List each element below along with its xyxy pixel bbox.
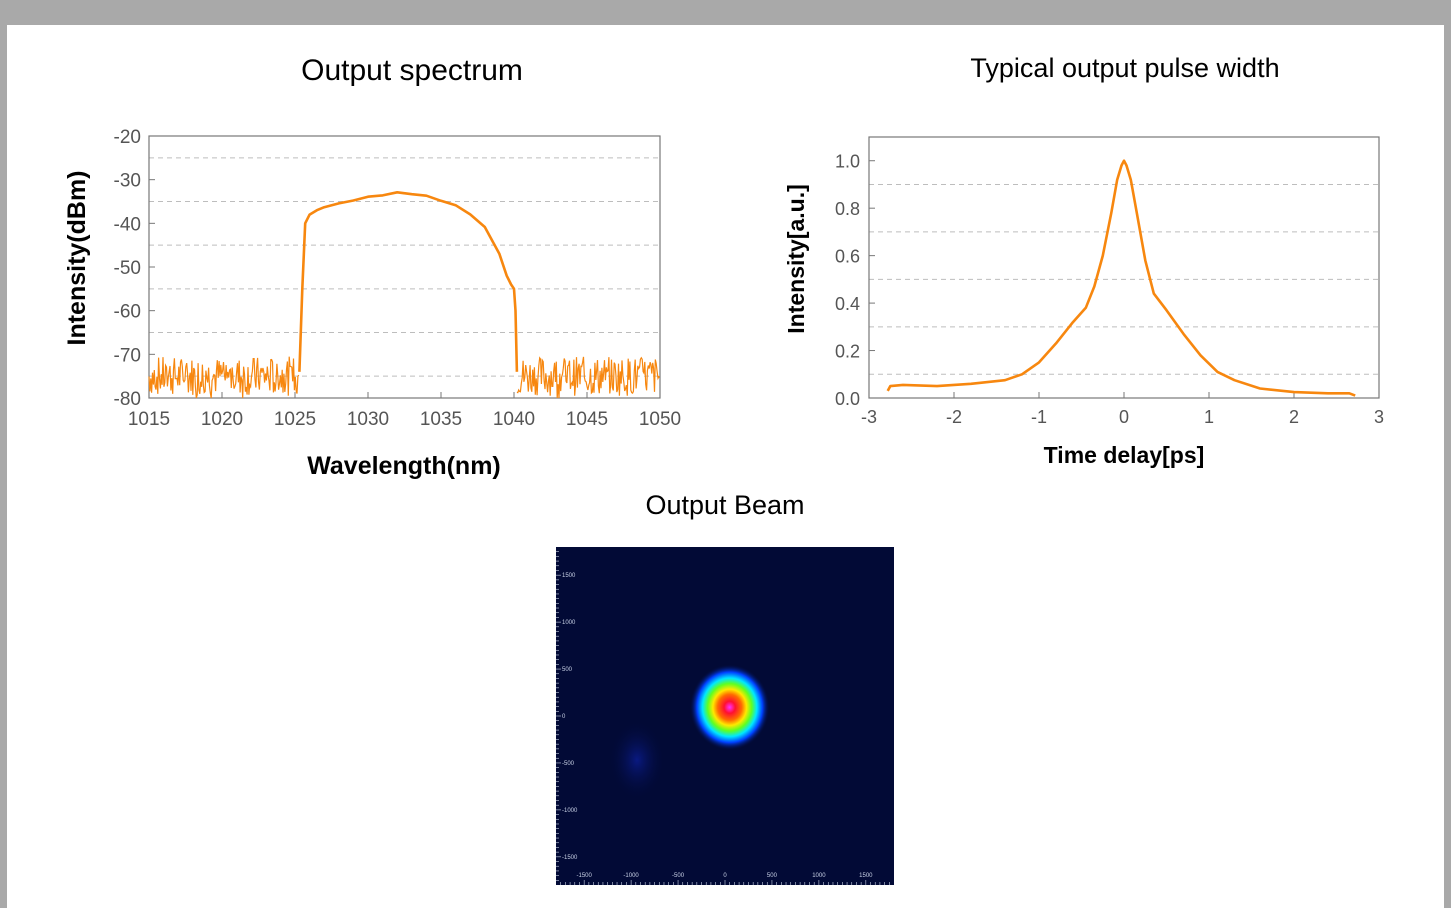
beam-x-tick-label: 1500 — [859, 873, 873, 879]
pulse-x-tick-label: 2 — [1289, 407, 1299, 427]
spectrum-x-tick-label: 1015 — [128, 409, 170, 430]
spectrum-x-tick-label: 1020 — [201, 409, 243, 430]
pulse-x-tick-label: 0 — [1119, 407, 1129, 427]
pulse-plot-frame — [868, 136, 1380, 399]
beam-y-tick-label: 500 — [562, 667, 573, 673]
beam-y-tick-label: 1000 — [562, 620, 576, 626]
spectrum-y-tick-label: -70 — [114, 345, 141, 366]
beam-title: Output Beam — [645, 490, 804, 520]
beam-x-ticks: -1500 -1000 -500 0 500 1000 1500 — [560, 873, 890, 885]
spectrum-x-tick-label: 1030 — [347, 409, 389, 430]
pulse-y-tick-label: 0.4 — [835, 294, 860, 314]
beam-x-tick-label: 500 — [767, 873, 778, 879]
pulse-y-ticks: 0.0 0.2 0.4 0.6 0.8 1.0 — [835, 152, 875, 409]
spectrum-y-tick-label: -50 — [114, 258, 141, 279]
pulse-y-tick-label: 0.6 — [835, 247, 860, 267]
pulse-x-tick-label: 1 — [1204, 407, 1214, 427]
pulse-x-tick-label: -1 — [1031, 407, 1047, 427]
spectrum-y-tick-label: -20 — [114, 127, 141, 148]
pulse-x-tick-label: -3 — [861, 407, 877, 427]
spectrum-x-ticks: 1015 1020 1025 1030 1035 1040 1045 1050 — [128, 392, 681, 430]
spectrum-y-label: Intensity(dBm) — [63, 171, 91, 346]
beam-x-tick-label: 0 — [723, 873, 727, 879]
pulse-y-tick-label: 0.8 — [835, 199, 860, 219]
spectrum-y-tick-label: -60 — [114, 302, 141, 323]
pulse-y-tick-label: 1.0 — [835, 152, 860, 172]
pulse-y-tick-label: 0.2 — [835, 342, 860, 362]
beam-y-ticks: 1500 1000 500 0 -500 -1000 -1500 — [556, 551, 578, 881]
spectrum-x-tick-label: 1035 — [420, 409, 462, 430]
spectrum-x-tick-label: 1045 — [566, 409, 608, 430]
spectrum-series-line — [298, 191, 519, 372]
spectrum-title: Output spectrum — [301, 54, 523, 87]
pulse-x-tick-label: -2 — [946, 407, 962, 427]
spectrum-y-tick-label: -40 — [114, 214, 141, 235]
pulse-x-tick-label: 3 — [1374, 407, 1384, 427]
spectrum-x-tick-label: 1050 — [639, 409, 681, 430]
pulse-y-tick-label: 0.0 — [835, 389, 860, 409]
beam-y-tick-label: -500 — [562, 761, 575, 767]
beam-x-tick-label: -1500 — [576, 873, 592, 879]
beam-spot — [689, 664, 770, 751]
beam-x-tick-label: -500 — [672, 873, 685, 879]
spectrum-y-tick-label: -30 — [114, 171, 141, 192]
spectrum-x-tick-label: 1040 — [493, 409, 535, 430]
spectrum-noise-floor — [148, 356, 661, 399]
pulse-x-label: Time delay[ps] — [1044, 442, 1205, 468]
beam-y-tick-label: -1500 — [562, 855, 578, 861]
pulse-x-ticks: -3 -2 -1 0 1 2 3 — [861, 392, 1384, 427]
pulse-title: Typical output pulse width — [970, 53, 1279, 83]
spectrum-grid — [149, 157, 660, 377]
pulse-grid — [869, 183, 1379, 375]
spectrum-x-tick-label: 1025 — [274, 409, 316, 430]
beam-x-tick-label: 1000 — [812, 873, 826, 879]
output-beam-image: Output Beam -1500 -1000 -500 0 500 1000 1500 1… — [556, 490, 894, 885]
spectrum-y-tick-label: -80 — [114, 389, 141, 410]
beam-y-tick-label: -1000 — [562, 808, 578, 814]
spectrum-x-label: Wavelength(nm) — [307, 452, 501, 480]
output-spectrum-chart: Output spectrum -20 -30 -40 -50 -60 -70 -80 10… — [63, 54, 681, 480]
spectrum-y-ticks: -20 -30 -40 -50 -60 -70 -80 — [114, 127, 155, 410]
pulse-width-chart: Typical output pulse width 0.00.20.40.60… — [783, 53, 1384, 468]
beam-ghost-spot — [609, 720, 665, 800]
pulse-y-label: Intensity[a.u.] — [783, 184, 809, 334]
beam-x-tick-label: -1000 — [623, 873, 639, 879]
beam-y-tick-label: 1500 — [562, 573, 576, 579]
beam-y-tick-label: 0 — [562, 714, 566, 720]
pulse-series-line — [886, 159, 1356, 397]
